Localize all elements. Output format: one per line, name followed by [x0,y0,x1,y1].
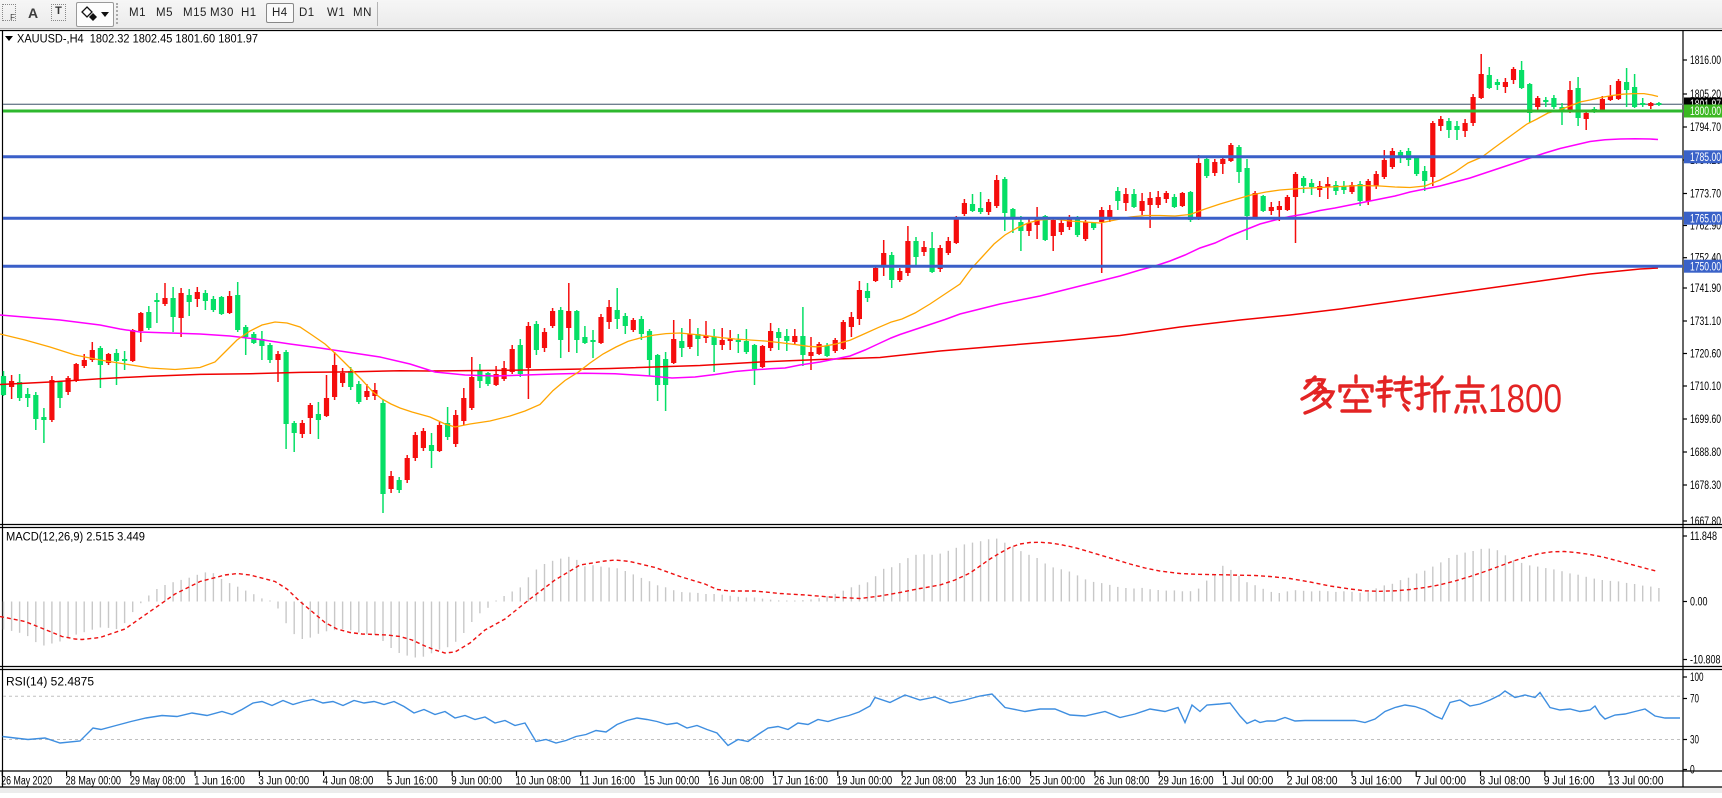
svg-text:70: 70 [1690,694,1699,706]
svg-text:29 May 08:00: 29 May 08:00 [130,776,185,788]
svg-text:5 Jun 16:00: 5 Jun 16:00 [387,776,438,788]
svg-text:13 Jul 00:00: 13 Jul 00:00 [1608,776,1663,788]
svg-text:17 Jun 16:00: 17 Jun 16:00 [773,776,828,788]
svg-text:1 Jul 00:00: 1 Jul 00:00 [1222,776,1273,788]
svg-text:1667.80: 1667.80 [1690,516,1721,528]
svg-text:15 Jun 00:00: 15 Jun 00:00 [644,776,699,788]
svg-text:1765.00: 1765.00 [1690,213,1721,225]
svg-text:1816.00: 1816.00 [1690,55,1721,67]
svg-text:29 Jun 16:00: 29 Jun 16:00 [1158,776,1213,788]
svg-text:16 Jun 08:00: 16 Jun 08:00 [708,776,763,788]
svg-text:RSI(14) 52.4875: RSI(14) 52.4875 [6,677,94,689]
svg-text:1 Jun 16:00: 1 Jun 16:00 [194,776,245,788]
svg-text:22 Jun 08:00: 22 Jun 08:00 [901,776,956,788]
svg-text:8 Jul 08:00: 8 Jul 08:00 [1480,776,1531,788]
svg-text:25 Jun 00:00: 25 Jun 00:00 [1030,776,1085,788]
svg-text:0.00: 0.00 [1690,597,1708,609]
svg-text:3 Jun 00:00: 3 Jun 00:00 [258,776,309,788]
svg-text:7 Jul 00:00: 7 Jul 00:00 [1415,776,1466,788]
svg-text:26 Jun 08:00: 26 Jun 08:00 [1094,776,1149,788]
svg-text:30: 30 [1690,735,1699,747]
svg-text:4 Jun 08:00: 4 Jun 08:00 [323,776,374,788]
svg-text:1794.70: 1794.70 [1690,122,1721,134]
svg-text:28 May 00:00: 28 May 00:00 [66,776,121,788]
svg-text:23 Jun 16:00: 23 Jun 16:00 [965,776,1020,788]
svg-text:9 Jun 00:00: 9 Jun 00:00 [451,776,502,788]
svg-text:2 Jul 08:00: 2 Jul 08:00 [1287,776,1338,788]
svg-text:3 Jul 16:00: 3 Jul 16:00 [1351,776,1402,788]
svg-text:1741.90: 1741.90 [1690,283,1721,295]
svg-text:1731.10: 1731.10 [1690,316,1721,328]
svg-text:26 May 2020: 26 May 2020 [1,776,52,788]
svg-text:1688.80: 1688.80 [1690,447,1721,459]
svg-text:100: 100 [1690,672,1704,684]
svg-text:0: 0 [1690,765,1695,777]
svg-text:11.848: 11.848 [1690,531,1717,543]
svg-text:XAUUSD-,H4 1802.32 1802.45 18: XAUUSD-,H4 1802.32 1802.45 1801.60 1801.… [17,34,258,46]
svg-text:-10.808: -10.808 [1690,655,1721,667]
svg-text:1785.00: 1785.00 [1690,152,1721,164]
svg-text:1800: 1800 [1488,377,1562,421]
svg-text:1678.30: 1678.30 [1690,480,1721,492]
svg-text:1800.00: 1800.00 [1690,106,1721,118]
svg-text:1710.10: 1710.10 [1690,381,1721,393]
svg-text:1720.60: 1720.60 [1690,349,1721,361]
svg-text:1750.00: 1750.00 [1690,261,1721,273]
svg-text:11 Jun 16:00: 11 Jun 16:00 [580,776,635,788]
svg-text:10 Jun 08:00: 10 Jun 08:00 [515,776,570,788]
svg-text:1773.70: 1773.70 [1690,189,1721,201]
svg-text:1699.60: 1699.60 [1690,414,1721,426]
svg-text:9 Jul 16:00: 9 Jul 16:00 [1544,776,1595,788]
svg-text:19 Jun 00:00: 19 Jun 00:00 [837,776,892,788]
svg-text:MACD(12,26,9) 2.515 3.449: MACD(12,26,9) 2.515 3.449 [6,532,145,544]
